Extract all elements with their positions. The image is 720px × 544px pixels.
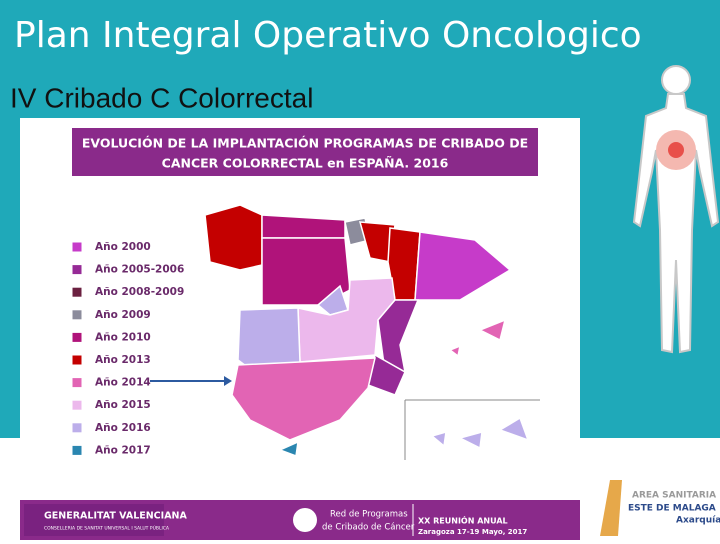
legend-label: Año 2008-2009 [95,286,184,298]
spain-map [204,204,540,460]
legend-label: Año 2017 [95,444,151,456]
legend-label: Año 2000 [95,241,151,253]
legend-label: Año 2016 [95,422,151,434]
body-figure [632,65,720,354]
legend-swatch [71,331,83,343]
logo-text: GENERALITAT VALENCIANA [44,511,187,522]
legend: Año 2000 Año 2005-2006 Año 2008-2009 Año 20… [71,241,184,456]
legend-label: Año 2009 [95,309,151,321]
legend-swatch [71,264,83,276]
legend-swatch [71,354,83,366]
meeting-text: XX REUNIÓN ANUAL [418,515,508,526]
arrow [150,376,232,386]
legend-label: Año 2015 [95,399,151,411]
legend-swatch [71,422,83,434]
map-title: CANCER COLORRECTAL en ESPAÑA. 2016 [162,156,449,171]
right-logo-text: Axarquía [676,516,720,526]
slide-title: Plan Integral Operativo Oncologico [14,15,642,56]
legend-label: Año 2010 [95,331,151,343]
network-text: de Cribado de Cáncer [322,523,415,533]
right-logo-text: ESTE DE MALAGA [628,504,716,514]
right-logo-icon [600,480,622,536]
legend-label: Año 2014 [95,377,151,389]
meeting-text: Zaragoza 17-19 Mayo, 2017 [418,528,527,536]
map-banner [72,128,538,176]
network-logo [293,508,317,532]
legend-swatch [71,444,83,456]
legend-swatch [71,286,83,298]
legend-swatch [71,377,83,389]
legend-label: Año 2013 [95,354,151,366]
right-logo-text: AREA SANITARIA [632,491,716,501]
map-title: EVOLUCIÓN DE LA IMPLANTACIÓN PROGRAMAS D… [82,136,528,151]
legend-swatch [71,241,83,253]
legend-swatch [71,399,83,411]
body-highlight-core [668,142,684,158]
left-logo-box [24,504,164,536]
slide-subtitle: IV Cribado C Colorrectal [10,82,313,113]
network-text: Red de Programas [330,510,408,520]
legend-label: Año 2005-2006 [95,264,184,276]
legend-swatch [71,309,83,321]
logo-text: CONSELLERIA DE SANITAT UNIVERSAL I SALUT… [44,525,170,532]
